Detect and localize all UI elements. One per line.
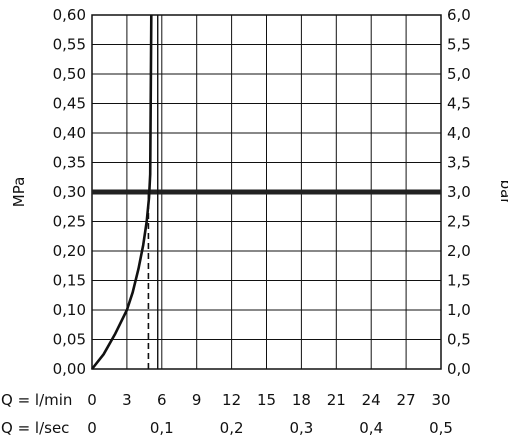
x-tick-label-lmin: 9 [192,391,202,409]
y-tick-label-left: 0,15 [53,272,86,290]
y-tick-label-left: 0,10 [53,301,86,319]
y-tick-label-left: 0,50 [53,65,86,83]
y-tick-label-right: 3,5 [447,154,471,172]
y-tick-label-left: 0,30 [53,183,86,201]
x-tick-label-lmin: 12 [222,391,241,409]
y-tick-label-right: 5,5 [447,36,471,54]
x-tick-label-lmin: 27 [397,391,416,409]
x-tick-label-lsec: 0,1 [150,419,174,437]
x-axis-label-lmin: Q = l/min [1,391,72,409]
y-tick-label-right: 4,5 [447,95,471,113]
x-tick-label-lmin: 30 [431,391,450,409]
y-tick-label-right: 0,0 [447,360,471,378]
x-tick-label-lmin: 18 [292,391,311,409]
y-tick-label-right: 4,0 [447,124,471,142]
y-tick-label-left: 0,25 [53,213,86,231]
x-tick-label-lmin: 3 [122,391,132,409]
x-tick-label-lmin: 21 [327,391,346,409]
y-tick-label-left: 0,55 [53,36,86,54]
y-tick-label-left: 0,35 [53,154,86,172]
x-tick-label-lmin: 15 [257,391,276,409]
x-tick-label-lmin: 0 [87,391,97,409]
y-axis-label-right: bar [497,180,508,206]
x-tick-label-lmin: 24 [362,391,381,409]
flow-curve [90,14,153,370]
marks [90,14,441,370]
y-tick-label-right: 0,5 [447,331,471,349]
x-tick-label-lsec: 0,3 [289,419,313,437]
y-tick-label-right: 1,5 [447,272,471,290]
y-axis-label-left: MPa [10,177,28,208]
y-tick-label-right: 3,0 [447,183,471,201]
labels: 0,000,050,100,150,200,250,300,350,400,45… [53,6,471,437]
y-tick-label-right: 1,0 [447,301,471,319]
y-tick-label-left: 0,05 [53,331,86,349]
y-tick-label-left: 0,20 [53,242,86,260]
y-tick-label-left: 0,45 [53,95,86,113]
x-axis-label-lsec: Q = l/sec [1,419,69,437]
x-tick-label-lmin: 6 [157,391,167,409]
y-tick-label-right: 2,5 [447,213,471,231]
y-tick-label-left: 0,00 [53,360,86,378]
y-tick-label-right: 2,0 [447,242,471,260]
y-tick-label-right: 6,0 [447,6,471,24]
x-tick-label-lsec: 0,2 [220,419,244,437]
y-tick-label-right: 5,0 [447,65,471,83]
x-tick-label-lsec: 0,5 [429,419,453,437]
y-tick-label-left: 0,60 [53,6,86,24]
x-tick-label-lsec: 0,4 [359,419,383,437]
x-tick-label-lsec: 0 [87,419,97,437]
y-tick-label-left: 0,40 [53,124,86,142]
